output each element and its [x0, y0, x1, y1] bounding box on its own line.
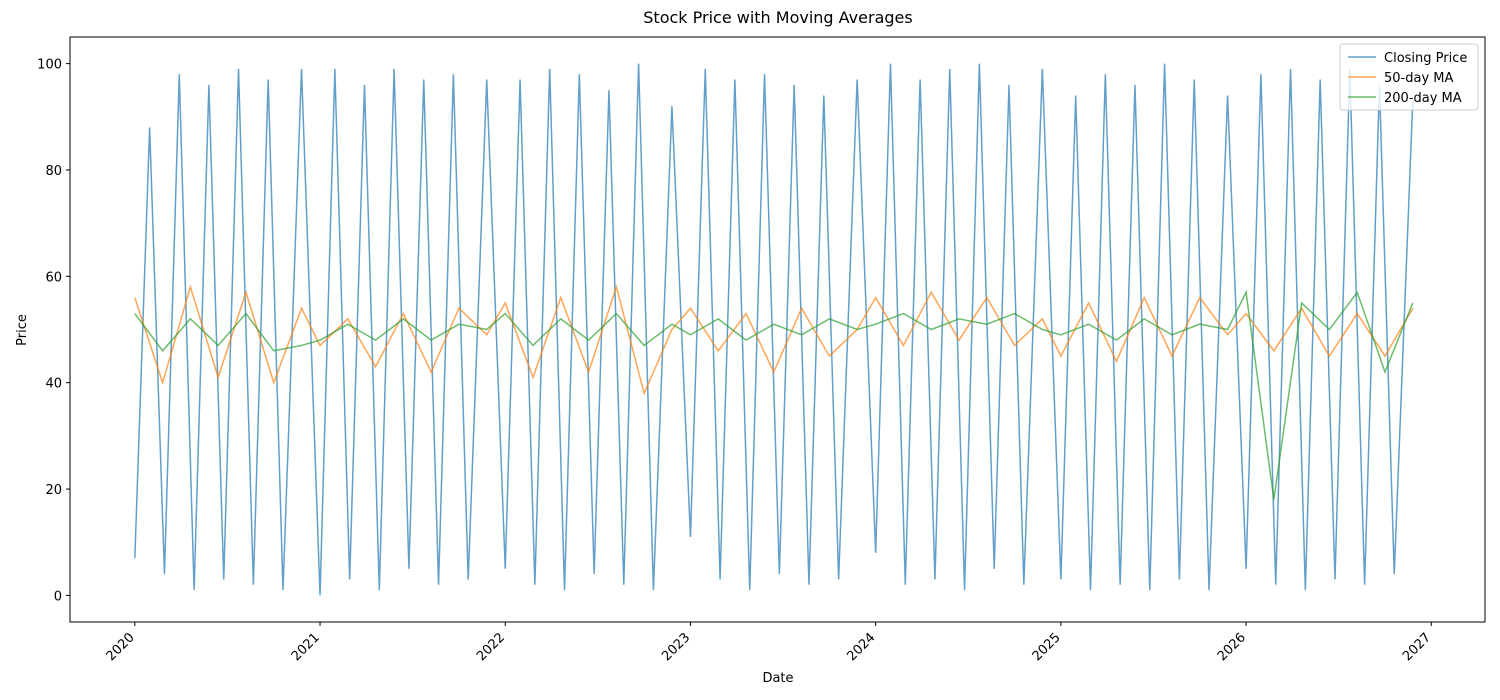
chart-title: Stock Price with Moving Averages	[643, 8, 912, 27]
plot-frame	[69, 36, 1486, 623]
legend-label: 200-day MA	[1384, 91, 1462, 106]
series-line	[134, 284, 1414, 396]
x-tick-label: 2027	[1400, 630, 1434, 664]
y-tick-label: 80	[45, 164, 62, 179]
legend-label: Closing Price	[1384, 51, 1467, 66]
x-tick-label: 2023	[659, 630, 693, 664]
x-tick-label: 2020	[104, 630, 138, 664]
y-tick-label: 60	[45, 270, 62, 285]
y-tick-label: 40	[45, 377, 62, 392]
x-axis-label: Date	[762, 671, 793, 686]
y-tick-label: 0	[54, 589, 62, 604]
legend-box	[1339, 43, 1479, 111]
x-tick-label: 2022	[474, 630, 508, 664]
x-tick-label: 2021	[289, 630, 323, 664]
x-tick-label: 2026	[1215, 630, 1249, 664]
y-tick-label: 100	[37, 58, 62, 73]
x-tick-label: 2024	[844, 630, 878, 664]
legend-label: 50-day MA	[1384, 71, 1453, 86]
series-line	[134, 63, 1414, 596]
y-axis-label: Price	[15, 314, 30, 346]
series-line	[134, 289, 1414, 500]
x-tick-label: 2025	[1030, 630, 1064, 664]
y-tick-label: 20	[45, 483, 62, 498]
